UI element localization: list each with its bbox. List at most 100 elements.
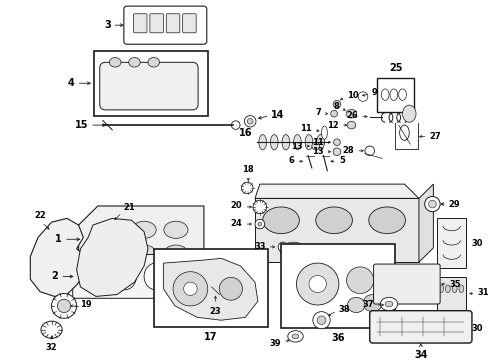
Ellipse shape xyxy=(109,58,121,67)
Text: 7: 7 xyxy=(316,108,321,117)
Text: 21: 21 xyxy=(124,203,136,212)
Ellipse shape xyxy=(331,111,338,117)
Text: 13: 13 xyxy=(312,147,323,156)
FancyBboxPatch shape xyxy=(133,14,147,33)
Ellipse shape xyxy=(425,197,440,212)
Text: 2: 2 xyxy=(51,271,58,282)
Ellipse shape xyxy=(242,182,253,194)
FancyBboxPatch shape xyxy=(370,311,472,343)
Text: 37: 37 xyxy=(362,301,373,310)
Ellipse shape xyxy=(259,135,267,150)
Ellipse shape xyxy=(296,263,339,305)
Ellipse shape xyxy=(100,221,124,238)
Text: 14: 14 xyxy=(271,110,285,120)
Ellipse shape xyxy=(334,139,341,145)
Ellipse shape xyxy=(312,142,319,150)
Text: 15: 15 xyxy=(74,120,88,130)
Text: 29: 29 xyxy=(449,199,461,208)
Ellipse shape xyxy=(294,135,301,150)
Ellipse shape xyxy=(385,301,393,307)
Text: 4: 4 xyxy=(68,78,74,88)
Ellipse shape xyxy=(184,282,197,296)
Ellipse shape xyxy=(132,245,156,262)
Bar xyxy=(437,219,466,268)
Ellipse shape xyxy=(288,331,303,342)
Ellipse shape xyxy=(100,245,124,262)
FancyBboxPatch shape xyxy=(73,255,191,298)
Ellipse shape xyxy=(317,135,324,150)
Polygon shape xyxy=(76,219,148,296)
Bar xyxy=(281,244,395,328)
Ellipse shape xyxy=(333,100,341,108)
FancyBboxPatch shape xyxy=(373,264,440,304)
Polygon shape xyxy=(30,219,86,296)
Text: 28: 28 xyxy=(343,146,354,155)
Bar xyxy=(437,315,466,342)
Ellipse shape xyxy=(317,316,326,324)
FancyBboxPatch shape xyxy=(150,14,163,33)
Bar xyxy=(154,249,268,327)
Ellipse shape xyxy=(132,221,156,238)
Polygon shape xyxy=(255,184,419,198)
Bar xyxy=(94,51,208,116)
Text: 8: 8 xyxy=(333,102,339,111)
Ellipse shape xyxy=(148,58,160,67)
Ellipse shape xyxy=(173,272,208,306)
Text: 16: 16 xyxy=(239,128,252,138)
Ellipse shape xyxy=(247,118,253,124)
Text: 1: 1 xyxy=(55,234,62,244)
FancyBboxPatch shape xyxy=(100,62,198,110)
Ellipse shape xyxy=(220,277,243,300)
Ellipse shape xyxy=(82,263,105,290)
Text: 27: 27 xyxy=(430,132,441,141)
Text: 6: 6 xyxy=(289,156,294,165)
Text: 39: 39 xyxy=(270,338,281,347)
Text: 22: 22 xyxy=(34,211,46,220)
Ellipse shape xyxy=(258,222,262,226)
Ellipse shape xyxy=(292,334,299,339)
Text: 3: 3 xyxy=(104,20,111,30)
Polygon shape xyxy=(255,198,419,262)
Ellipse shape xyxy=(255,219,265,229)
Ellipse shape xyxy=(212,283,220,294)
Ellipse shape xyxy=(452,285,457,293)
Ellipse shape xyxy=(400,125,409,140)
Ellipse shape xyxy=(282,135,290,150)
Ellipse shape xyxy=(245,116,256,127)
Ellipse shape xyxy=(263,207,299,234)
Text: 9: 9 xyxy=(372,88,377,97)
Text: 25: 25 xyxy=(389,63,402,73)
Text: 10: 10 xyxy=(346,91,358,100)
FancyBboxPatch shape xyxy=(166,14,180,33)
Ellipse shape xyxy=(439,285,443,293)
Ellipse shape xyxy=(369,207,405,234)
Ellipse shape xyxy=(346,109,357,118)
Text: 34: 34 xyxy=(414,350,428,360)
Ellipse shape xyxy=(459,285,464,293)
Ellipse shape xyxy=(57,299,71,312)
Ellipse shape xyxy=(347,121,356,129)
Bar xyxy=(437,277,466,311)
Polygon shape xyxy=(78,206,204,273)
Text: 36: 36 xyxy=(331,333,344,343)
Ellipse shape xyxy=(380,297,398,311)
Text: 32: 32 xyxy=(46,343,57,352)
Ellipse shape xyxy=(402,105,416,122)
Text: 33: 33 xyxy=(254,242,266,251)
Text: 12: 12 xyxy=(327,121,339,130)
Ellipse shape xyxy=(41,321,62,338)
Ellipse shape xyxy=(321,126,327,139)
Text: 26: 26 xyxy=(346,111,358,120)
Ellipse shape xyxy=(164,245,188,262)
Ellipse shape xyxy=(347,297,365,312)
Ellipse shape xyxy=(129,58,140,67)
Ellipse shape xyxy=(365,146,374,156)
Ellipse shape xyxy=(346,267,373,293)
Ellipse shape xyxy=(113,263,136,290)
Text: 18: 18 xyxy=(243,165,254,174)
Text: 30: 30 xyxy=(471,239,483,248)
Text: 20: 20 xyxy=(231,202,243,211)
Ellipse shape xyxy=(280,242,307,259)
Polygon shape xyxy=(163,258,258,320)
Ellipse shape xyxy=(51,293,76,318)
